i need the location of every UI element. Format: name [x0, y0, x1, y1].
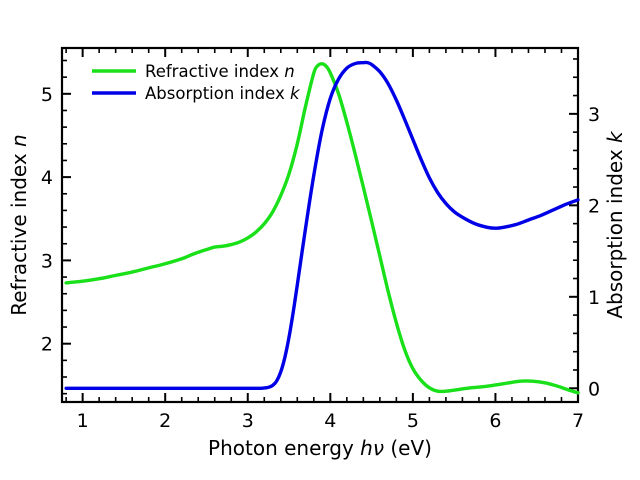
y-right-tick-label: 1 [588, 287, 600, 309]
y-left-tick-label: 2 [41, 334, 53, 356]
y-right-tick-label: 2 [588, 195, 600, 217]
chart-legend: Refractive index n Absorption index k [92, 62, 301, 103]
x-tick-label: 4 [324, 410, 336, 432]
plot-frame [60, 46, 580, 404]
y-axis-right-title: Absorption index k [603, 130, 627, 319]
series-line-right [64, 60, 580, 391]
axis-tick-labels: 1 2 3 4 5 6 7 2 3 4 5 0 1 2 3 [41, 84, 600, 432]
y-axis-left-title: Refractive index n [7, 134, 31, 315]
y-right-tick-label: 0 [588, 378, 600, 400]
x-tick-label: 2 [159, 410, 171, 432]
x-tick-label: 5 [407, 410, 419, 432]
legend-label-refractive-index: Refractive index n [145, 62, 295, 81]
data-series [64, 60, 580, 395]
series-line-left [64, 62, 580, 395]
x-tick-label: 3 [242, 410, 254, 432]
y-left-tick-label: 3 [41, 250, 53, 272]
x-tick-label: 6 [489, 410, 501, 432]
x-tick-label: 1 [77, 410, 89, 432]
y-left-tick-label: 4 [41, 167, 53, 189]
x-tick-label: 7 [572, 410, 584, 432]
y-right-tick-label: 3 [588, 104, 600, 126]
x-axis-title: Photon energy hν (eV) [208, 436, 432, 460]
y-left-tick-label: 5 [41, 84, 53, 106]
legend-label-absorption-index: Absorption index k [145, 84, 301, 103]
